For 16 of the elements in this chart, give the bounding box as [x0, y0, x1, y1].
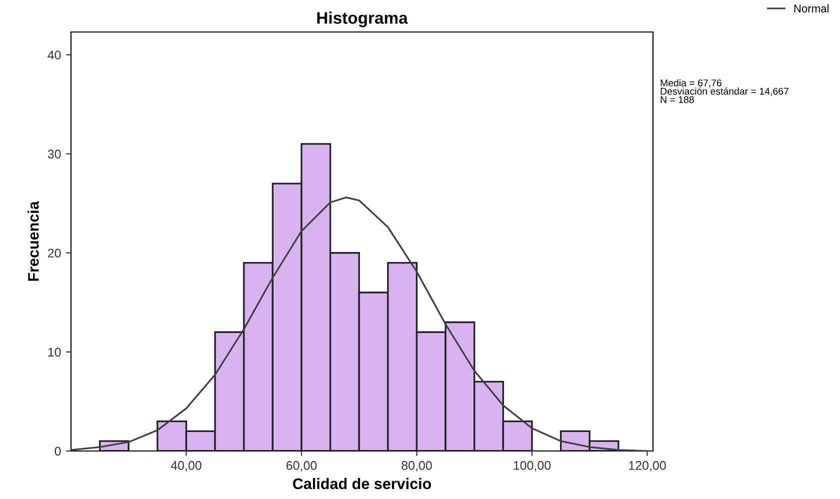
y-tick-label: 0 — [54, 446, 61, 456]
x-axis-title: Calidad de servicio — [293, 478, 432, 490]
x-tick-label: 40,00 — [170, 461, 202, 472]
legend-label: Normal — [794, 4, 828, 12]
x-tick-label: 60,00 — [286, 461, 317, 472]
y-tick-label: 40 — [48, 50, 61, 60]
x-tick-label: 120,00 — [629, 461, 666, 472]
text: Media = 67,76 Desviación estándar = 14,667 N = 188 — [660, 79, 788, 104]
y-tick-label: 10 — [48, 348, 61, 357]
line-series — [71, 196, 648, 451]
y-axis-title: Frecuencia — [28, 201, 39, 281]
chart-title: Histograma — [317, 12, 408, 28]
y-tick-label: 30 — [48, 150, 61, 158]
y-tick-label: 20 — [48, 248, 61, 258]
x-tick-label: 80,00 — [402, 461, 432, 472]
x-tick-label: 100,00 — [514, 461, 551, 472]
